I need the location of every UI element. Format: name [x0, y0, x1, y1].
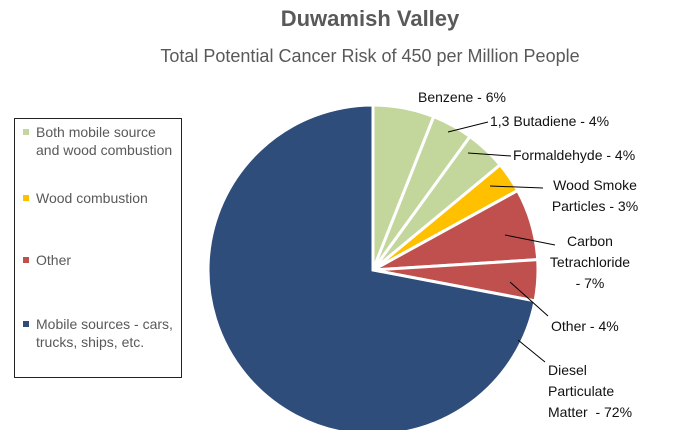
chart-subtitle: Total Potential Cancer Risk of 450 per M… [160, 46, 580, 66]
chart-title: Duwamish Valley [280, 6, 460, 31]
leader-line [489, 185, 544, 189]
leader-line [509, 281, 549, 317]
legend-swatch [23, 195, 29, 201]
legend-item: Both mobile source and wood combustion [23, 123, 178, 159]
legend-item: Other [23, 251, 178, 269]
legend-item: Mobile sources - cars, trucks, ships, et… [23, 315, 178, 351]
data-label: 1,3 Butadiene - 4% [490, 113, 610, 129]
legend-swatch [23, 321, 29, 327]
data-label: Wood Smoke Particles - 3% [551, 177, 639, 214]
legend-label: Other [36, 252, 72, 268]
leader-lines [447, 121, 556, 363]
leader-line [467, 152, 512, 157]
leader-line [517, 339, 546, 363]
legend: Both mobile source and wood combustion Wo… [14, 118, 182, 378]
legend-swatch [23, 129, 29, 135]
slices [206, 103, 540, 430]
data-label: Other - 4% [551, 318, 619, 334]
data-label: Diesel Particulate Matter - 72% [548, 362, 633, 420]
legend-item: Wood combustion [23, 189, 178, 207]
pie-slice [206, 103, 537, 430]
legend-swatch [23, 257, 29, 263]
data-label: Formaldehyde - 4% [513, 147, 636, 163]
data-label: Carbon Tetrachloride - 7% [549, 233, 631, 291]
legend-label: Mobile sources - cars, trucks, ships, et… [36, 316, 173, 350]
legend-label: Both mobile source and wood combustion [36, 124, 173, 158]
leader-line [447, 121, 489, 133]
data-label: Benzene - 6% [418, 89, 506, 105]
leader-line [504, 234, 556, 246]
legend-label: Wood combustion [36, 190, 148, 206]
